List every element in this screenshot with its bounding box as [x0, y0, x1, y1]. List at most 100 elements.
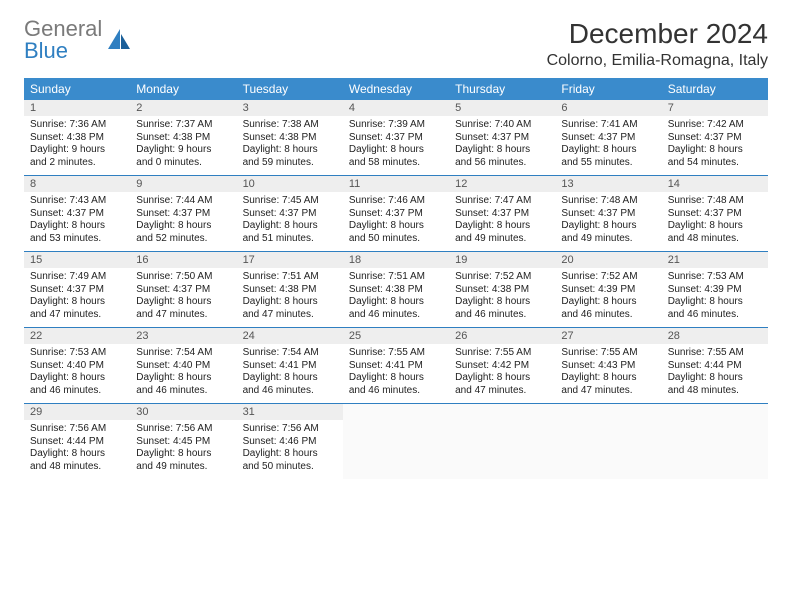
day-number: 11	[343, 176, 449, 192]
sunset-line: Sunset: 4:37 PM	[455, 208, 549, 221]
day-cell	[555, 420, 661, 479]
day-cell: Sunrise: 7:44 AMSunset: 4:37 PMDaylight:…	[130, 192, 236, 252]
brand-logo: General Blue	[24, 18, 132, 62]
sunrise-line: Sunrise: 7:39 AM	[349, 119, 443, 132]
sunrise-line: Sunrise: 7:51 AM	[349, 271, 443, 284]
day-number: 20	[555, 252, 661, 268]
sunset-line: Sunset: 4:38 PM	[136, 132, 230, 145]
sunset-line: Sunset: 4:37 PM	[136, 208, 230, 221]
brand-word-2: Blue	[24, 38, 68, 63]
day-cell	[662, 420, 768, 479]
day-number: 21	[662, 252, 768, 268]
sunset-line: Sunset: 4:38 PM	[455, 284, 549, 297]
sail-icon	[106, 27, 132, 53]
sunrise-line: Sunrise: 7:40 AM	[455, 119, 549, 132]
sunset-line: Sunset: 4:37 PM	[349, 208, 443, 221]
daylight-line: Daylight: 8 hours and 46 minutes.	[349, 372, 443, 397]
day-number-row: 891011121314	[24, 176, 768, 192]
daylight-line: Daylight: 8 hours and 51 minutes.	[243, 220, 337, 245]
sunset-line: Sunset: 4:38 PM	[243, 284, 337, 297]
calendar-table: SundayMondayTuesdayWednesdayThursdayFrid…	[24, 78, 768, 479]
daylight-line: Daylight: 8 hours and 50 minutes.	[349, 220, 443, 245]
day-number-row: 293031	[24, 404, 768, 420]
day-cell: Sunrise: 7:53 AMSunset: 4:39 PMDaylight:…	[662, 268, 768, 328]
daylight-line: Daylight: 8 hours and 53 minutes.	[30, 220, 124, 245]
day-number: 10	[237, 176, 343, 192]
sunset-line: Sunset: 4:41 PM	[349, 360, 443, 373]
day-number	[662, 404, 768, 420]
day-number: 13	[555, 176, 661, 192]
weekday-header: Wednesday	[343, 78, 449, 100]
daylight-line: Daylight: 8 hours and 48 minutes.	[668, 220, 762, 245]
day-number	[343, 404, 449, 420]
sunset-line: Sunset: 4:40 PM	[30, 360, 124, 373]
day-number: 12	[449, 176, 555, 192]
day-number: 1	[24, 100, 130, 116]
daylight-line: Daylight: 8 hours and 47 minutes.	[455, 372, 549, 397]
sunset-line: Sunset: 4:38 PM	[30, 132, 124, 145]
day-number: 18	[343, 252, 449, 268]
daylight-line: Daylight: 8 hours and 46 minutes.	[349, 296, 443, 321]
day-body-row: Sunrise: 7:36 AMSunset: 4:38 PMDaylight:…	[24, 116, 768, 176]
day-cell: Sunrise: 7:51 AMSunset: 4:38 PMDaylight:…	[237, 268, 343, 328]
sunrise-line: Sunrise: 7:45 AM	[243, 195, 337, 208]
sunset-line: Sunset: 4:42 PM	[455, 360, 549, 373]
day-body-row: Sunrise: 7:49 AMSunset: 4:37 PM Daylight:…	[24, 268, 768, 328]
day-cell: Sunrise: 7:47 AMSunset: 4:37 PMDaylight:…	[449, 192, 555, 252]
day-cell: Sunrise: 7:46 AMSunset: 4:37 PMDaylight:…	[343, 192, 449, 252]
day-number: 27	[555, 328, 661, 344]
day-cell: Sunrise: 7:51 AMSunset: 4:38 PMDaylight:…	[343, 268, 449, 328]
sunset-line: Sunset: 4:37 PM	[30, 208, 124, 221]
daylight-line: Daylight: 8 hours and 54 minutes.	[668, 144, 762, 169]
sunrise-line: Sunrise: 7:54 AM	[136, 347, 230, 360]
sunset-line: Sunset: 4:43 PM	[561, 360, 655, 373]
sunrise-line: Sunrise: 7:54 AM	[243, 347, 337, 360]
day-cell: Sunrise: 7:48 AMSunset: 4:37 PMDaylight:…	[662, 192, 768, 252]
daylight-line: Daylight: 8 hours and 50 minutes.	[243, 448, 337, 473]
sunrise-line: Sunrise: 7:49 AM	[30, 271, 124, 284]
sunset-line: Sunset: 4:45 PM	[136, 436, 230, 449]
daylight-line: Daylight: 8 hours and 58 minutes.	[349, 144, 443, 169]
daylight-line: Daylight: 8 hours and 47 minutes.	[561, 372, 655, 397]
day-cell: Sunrise: 7:52 AMSunset: 4:38 PMDaylight:…	[449, 268, 555, 328]
sunrise-line: Sunrise: 7:55 AM	[349, 347, 443, 360]
day-cell: Sunrise: 7:55 AMSunset: 4:41 PMDaylight:…	[343, 344, 449, 404]
day-number: 24	[237, 328, 343, 344]
day-number: 23	[130, 328, 236, 344]
sunrise-line: Sunrise: 7:56 AM	[136, 423, 230, 436]
sunset-line: Sunset: 4:37 PM	[561, 208, 655, 221]
sunrise-line: Sunrise: 7:48 AM	[668, 195, 762, 208]
day-number: 7	[662, 100, 768, 116]
sunrise-line: Sunrise: 7:53 AM	[668, 271, 762, 284]
day-body-row: Sunrise: 7:43 AMSunset: 4:37 PMDaylight:…	[24, 192, 768, 252]
daylight-line: Daylight: 8 hours and 46 minutes.	[136, 372, 230, 397]
day-number-row: 22232425262728	[24, 328, 768, 344]
day-cell: Sunrise: 7:54 AMSunset: 4:41 PMDaylight:…	[237, 344, 343, 404]
weekday-header: Thursday	[449, 78, 555, 100]
daylight-line: Daylight: 8 hours and 46 minutes.	[668, 296, 762, 321]
day-cell: Sunrise: 7:49 AMSunset: 4:37 PMDaylight:…	[24, 268, 130, 328]
weekday-header: Friday	[555, 78, 661, 100]
sunrise-line: Sunrise: 7:56 AM	[243, 423, 337, 436]
sunset-line: Sunset: 4:37 PM	[30, 284, 124, 297]
sunset-line: Sunset: 4:37 PM	[455, 132, 549, 145]
weekday-header-row: SundayMondayTuesdayWednesdayThursdayFrid…	[24, 78, 768, 100]
day-number: 17	[237, 252, 343, 268]
sunrise-line: Sunrise: 7:41 AM	[561, 119, 655, 132]
day-number: 22	[24, 328, 130, 344]
day-cell: Sunrise: 7:42 AMSunset: 4:37 PMDaylight:…	[662, 116, 768, 176]
day-number: 5	[449, 100, 555, 116]
sunset-line: Sunset: 4:46 PM	[243, 436, 337, 449]
sunrise-line: Sunrise: 7:55 AM	[455, 347, 549, 360]
sunrise-line: Sunrise: 7:38 AM	[243, 119, 337, 132]
day-number	[449, 404, 555, 420]
day-number: 19	[449, 252, 555, 268]
daylight-line: Daylight: 8 hours and 48 minutes.	[668, 372, 762, 397]
sunset-line: Sunset: 4:38 PM	[243, 132, 337, 145]
daylight-line: Daylight: 8 hours and 48 minutes.	[30, 448, 124, 473]
weekday-header: Sunday	[24, 78, 130, 100]
day-cell: Sunrise: 7:43 AMSunset: 4:37 PMDaylight:…	[24, 192, 130, 252]
sunset-line: Sunset: 4:37 PM	[349, 132, 443, 145]
day-cell: Sunrise: 7:41 AMSunset: 4:37 PMDaylight:…	[555, 116, 661, 176]
day-cell: Sunrise: 7:50 AMSunset: 4:37 PMDaylight:…	[130, 268, 236, 328]
